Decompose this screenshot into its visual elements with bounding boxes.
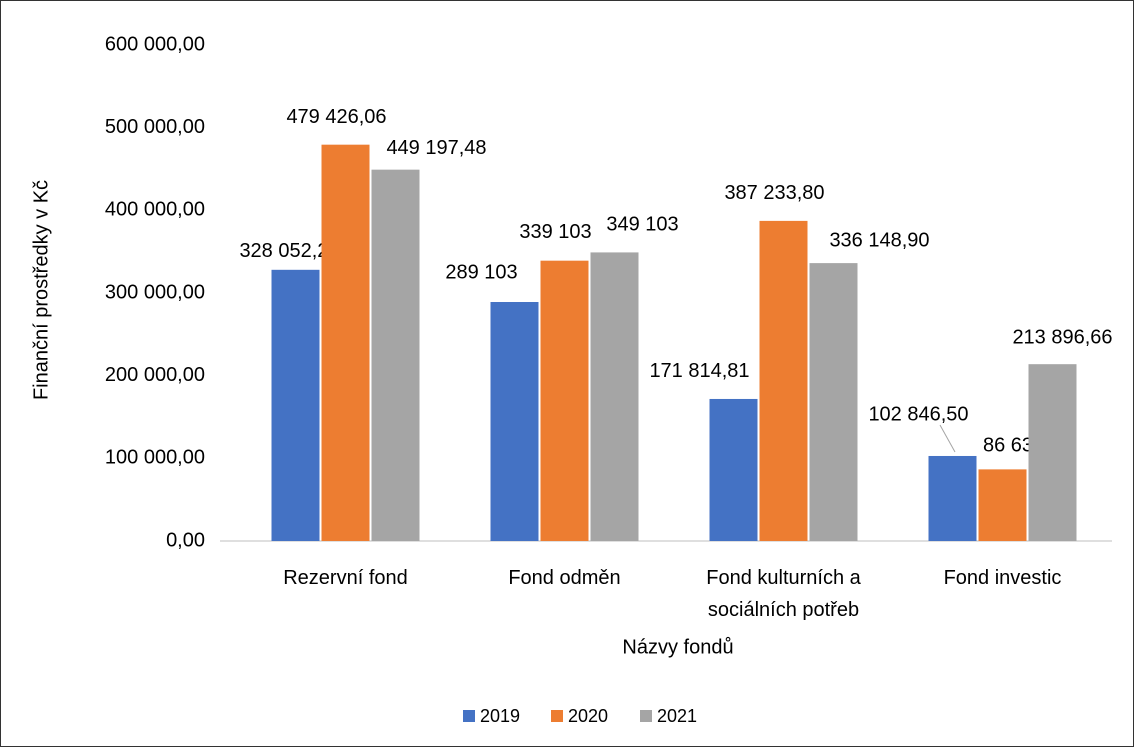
x-tick-label: Fond investic [943,567,1062,589]
y-tick-label: 100 000,00 [105,447,205,469]
y-tick-label: 300 000,00 [105,281,205,303]
data-label: 102 846,50 [868,403,968,425]
bar [321,144,370,542]
legend-label: 2021 [657,706,697,726]
legend-swatch [640,710,652,722]
x-tick-label: Fond kulturních a sociálních potřeb [706,567,861,621]
bar [978,469,1027,541]
y-tick-label: 400 000,00 [105,199,205,221]
data-label: 479 426,06 [286,106,386,128]
bar [540,260,589,541]
data-label: 171 814,81 [649,360,749,382]
x-axis-title: Názvy fondů [622,636,733,658]
bar [271,269,320,541]
legend-label: 2019 [480,706,520,726]
data-label: 289 103 [445,261,517,283]
bar [928,455,977,541]
legend-swatch [463,710,475,722]
legend-label: 2020 [568,706,608,726]
data-label: 336 148,90 [829,229,929,251]
y-axis-title: Finanční prostředky v Kč [30,180,52,400]
data-label: 387 233,80 [724,182,824,204]
bar [759,220,808,541]
legend-swatch [551,710,563,722]
y-tick-label: 500 000,00 [105,116,205,138]
bar [371,169,420,541]
bar [490,302,539,541]
bar [1028,364,1077,541]
bar [809,263,858,541]
x-tick-label: Fond odměn [508,567,621,589]
data-label: 449 197,48 [386,137,486,159]
data-label: 349 103 [606,214,678,236]
data-label: 328 052,24 [239,240,339,262]
bar [590,252,639,541]
x-tick-label: Rezervní fond [283,567,408,589]
data-label: 213 896,66 [1012,326,1112,348]
y-tick-label: 0,00 [166,529,205,551]
bar [709,398,758,541]
leader-line [939,424,956,453]
y-tick-label: 600 000,00 [105,33,205,55]
y-tick-label: 200 000,00 [105,364,205,386]
data-label: 339 103 [519,221,591,243]
